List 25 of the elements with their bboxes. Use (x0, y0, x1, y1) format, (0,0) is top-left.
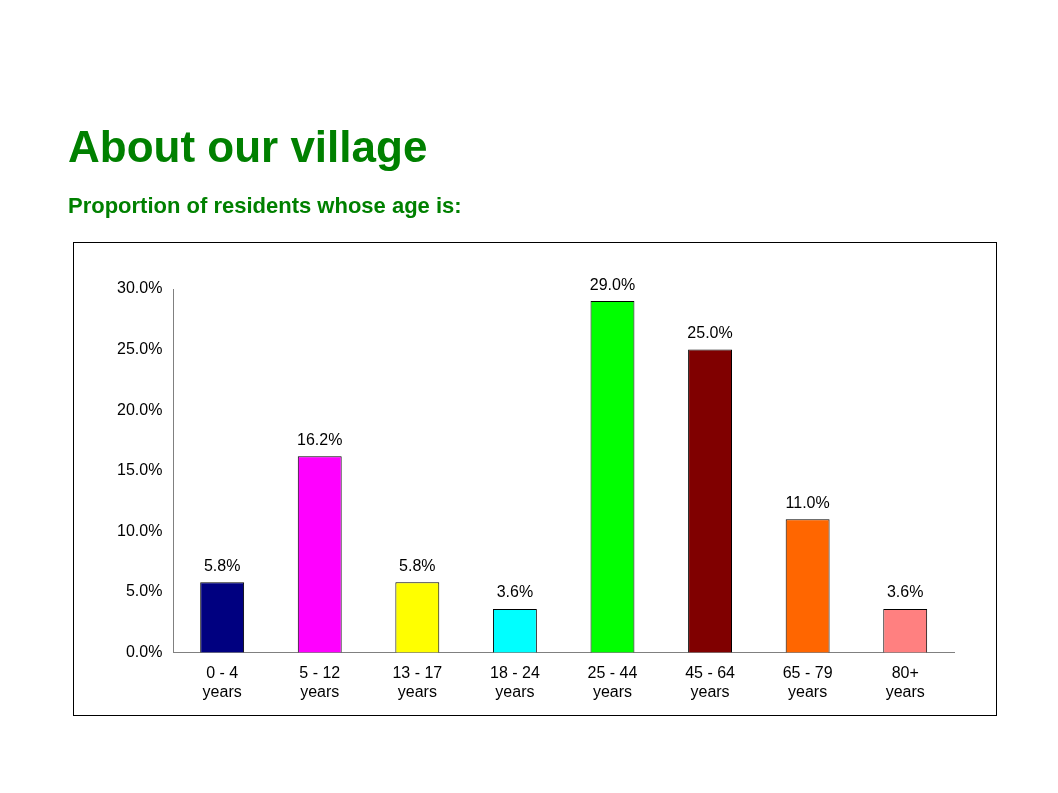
x-tick-label: 25 - 44 years (587, 663, 638, 700)
data-label: 5.8% (203, 556, 241, 574)
x-tick-label: 18 - 24 years (489, 663, 540, 700)
y-tick-label: 5.0% (125, 582, 163, 600)
x-tick-label: 65 - 79 years (782, 663, 833, 700)
chart-subtitle: Proportion of residents whose age is: (68, 193, 462, 219)
data-label: 25.0% (687, 324, 733, 342)
x-tick-label: 0 - 4 years (202, 663, 242, 700)
data-label: 29.0% (589, 275, 636, 293)
y-tick-label: 0.0% (125, 643, 163, 661)
data-label: 16.2% (297, 430, 343, 448)
data-label: 3.6% (496, 583, 534, 601)
y-tick-label: 30.0% (116, 279, 163, 297)
x-tick-label: 80+ years (885, 663, 925, 700)
x-tick-label: 5 - 12 years (299, 663, 341, 700)
y-tick-label: 15.0% (116, 461, 163, 479)
data-label: 11.0% (785, 493, 830, 511)
data-label: 3.6% (886, 583, 924, 601)
data-label: 5.8% (399, 556, 436, 574)
y-tick-label: 20.0% (116, 400, 163, 418)
chart-title: About our village (68, 122, 428, 172)
y-tick-label: 10.0% (116, 521, 163, 539)
y-tick-label: 25.0% (116, 340, 163, 358)
x-tick-label: 45 - 64 years (685, 663, 736, 700)
x-tick-label: 13 - 17 years (392, 663, 443, 700)
